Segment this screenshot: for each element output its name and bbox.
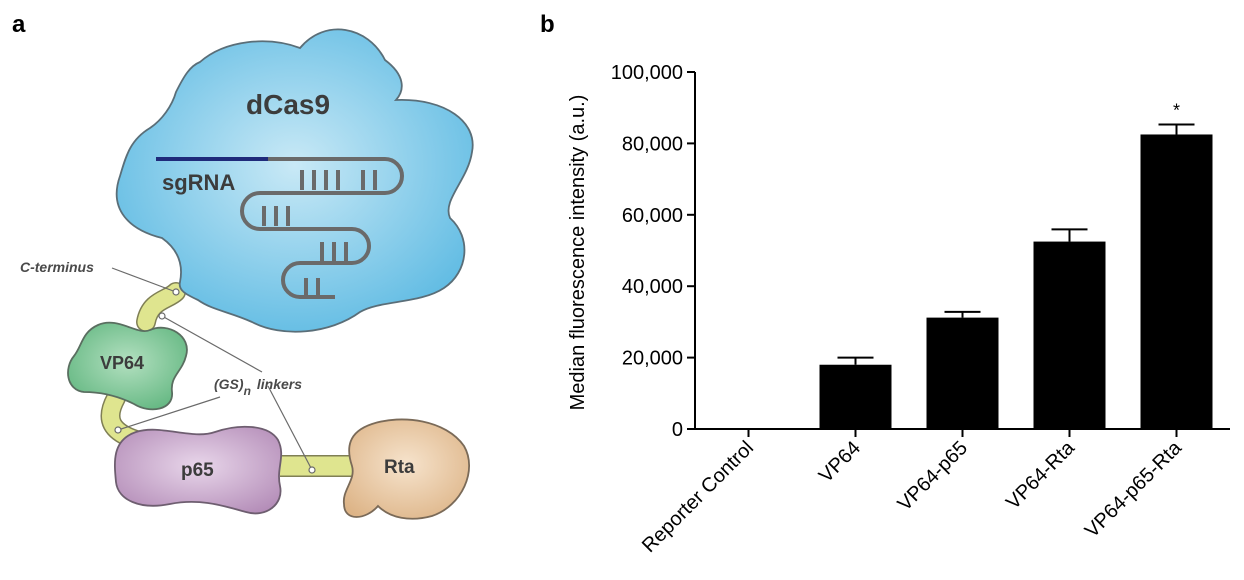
c-terminus-label: C-terminus	[20, 259, 94, 275]
p65-label: p65	[181, 460, 214, 481]
bar	[1033, 241, 1106, 429]
linkers-label: (GS)n linkers	[214, 376, 302, 398]
bar	[1140, 134, 1213, 429]
attachment-dots	[114, 288, 316, 474]
sgrna-hairpin-bars	[262, 170, 377, 298]
panel-a-letter: a	[12, 11, 26, 38]
dcas9-shape	[115, 28, 474, 333]
sgrna-scaffold	[240, 157, 404, 299]
y-tick-label: 60,000	[622, 205, 683, 227]
callout-lines	[111, 267, 313, 471]
vp64-shape	[67, 321, 188, 411]
rta-label: Rta	[384, 457, 415, 478]
sgrna-label: sgRNA	[162, 170, 235, 195]
x-tick-label: VP64-p65-Rta	[1081, 436, 1187, 542]
p65-shape	[114, 425, 283, 515]
x-tick-label: VP64-Rta	[1002, 436, 1079, 513]
y-tick-label: 40,000	[622, 276, 683, 298]
y-axis-title: Median fluorescence intensity (a.u.)	[567, 95, 589, 411]
y-tick-label: 80,000	[622, 133, 683, 155]
y-tick-label: 0	[672, 419, 683, 441]
panel-b-letter: b	[540, 11, 555, 38]
x-tick-label: VP64	[815, 437, 865, 487]
bar	[819, 364, 892, 429]
dcas9-label: dCas9	[246, 89, 330, 120]
y-tick-label: 20,000	[622, 348, 683, 370]
bar	[926, 317, 999, 429]
rta-shape	[343, 418, 470, 520]
significance-marker: *	[1173, 100, 1180, 120]
x-tick-label: VP64-p65	[894, 437, 972, 515]
y-tick-label: 100,000	[611, 62, 683, 84]
vp64-label: VP64	[100, 353, 144, 373]
x-tick-label: Reporter Control	[638, 437, 758, 557]
bar-chart: 0 20,000 40,000 60,000 80,000 100,000 Median f…	[567, 62, 1230, 557]
